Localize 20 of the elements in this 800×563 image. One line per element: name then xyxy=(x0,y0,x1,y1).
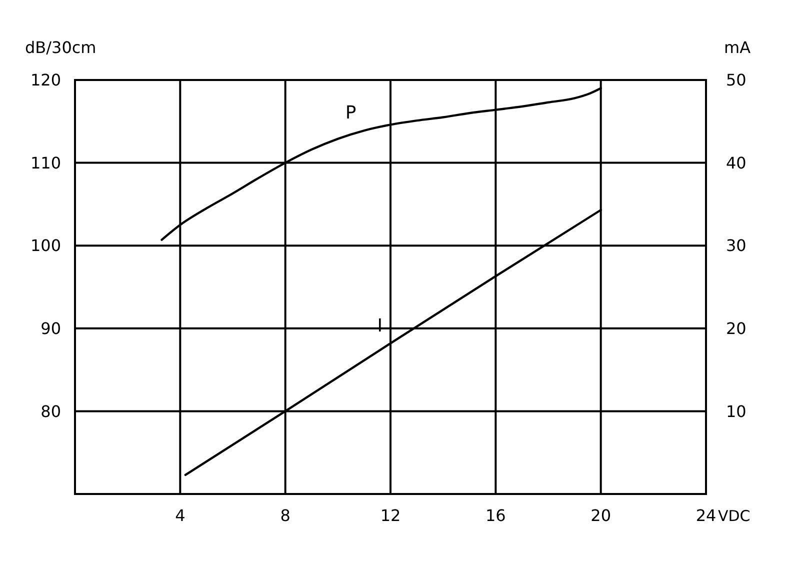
y2-tick-label: 20 xyxy=(726,319,746,338)
y2-tick-label: 30 xyxy=(726,236,746,256)
x-tick-label: 20 xyxy=(590,506,612,525)
y2-tick-label: 50 xyxy=(726,70,746,90)
y-tick-label: 90 xyxy=(40,319,61,338)
x-tick-label: 8 xyxy=(280,506,290,525)
y2-tick-label: 10 xyxy=(726,402,746,421)
x-tick-label: 16 xyxy=(485,506,506,525)
x-tick-label: 24 xyxy=(696,506,716,525)
y-axis-title: dB/30cm xyxy=(25,38,96,57)
y-tick-label: 80 xyxy=(40,402,61,421)
series-label: P xyxy=(345,102,356,124)
x-tick-label: 4 xyxy=(175,506,186,525)
y-tick-label: 110 xyxy=(30,153,61,172)
x-tick-label: 12 xyxy=(380,506,401,525)
y2-tick-label: 40 xyxy=(726,153,746,172)
y2-axis-title: mA xyxy=(724,38,751,57)
y-tick-label: 100 xyxy=(30,236,61,256)
y-tick-label: 120 xyxy=(30,70,61,90)
x-axis-title: VDC xyxy=(718,507,750,525)
